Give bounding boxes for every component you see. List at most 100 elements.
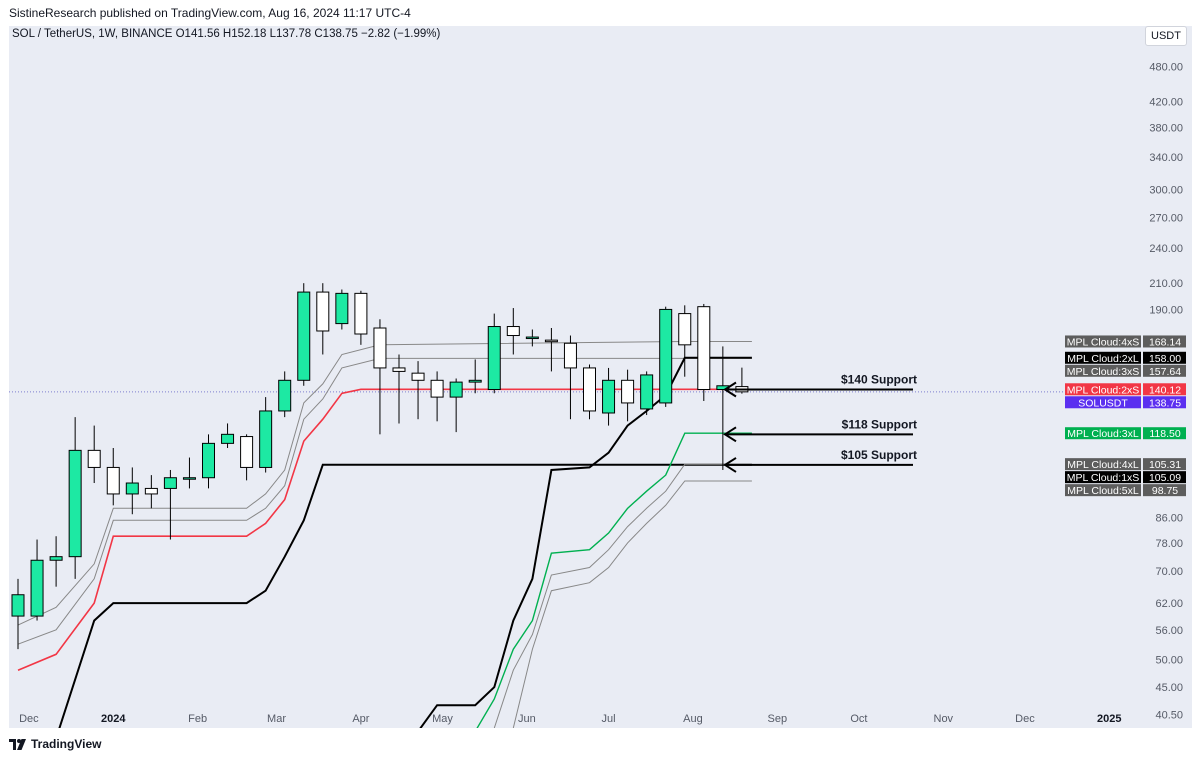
price-tag-label-bg [1065, 471, 1141, 484]
x-tick-label: Dec [19, 713, 39, 725]
candle-up [659, 308, 673, 404]
x-tick-label: 2024 [101, 713, 126, 725]
candle-up [602, 379, 616, 414]
y-tick-label: 480.00 [1149, 61, 1183, 73]
symbol-info: SOL / TetherUS, 1W, BINANCE O141.56 H152… [12, 28, 441, 40]
candle-up [278, 379, 292, 412]
candle-up [487, 326, 501, 390]
price-tag-label: MPL Cloud:2xL [1067, 353, 1139, 365]
price-tag-value: 105.09 [1149, 472, 1181, 484]
x-tick-label: Jul [602, 713, 616, 725]
candle-up [525, 336, 539, 340]
y-tick-label: 210.00 [1149, 278, 1183, 290]
candle-down [87, 449, 101, 468]
chart-canvas[interactable]: 480.00 420.00 380.00 340.00 300.00 270.00 240.… [9, 26, 1192, 728]
candle-up [11, 594, 25, 617]
candle-up [30, 559, 44, 617]
price-tag-value: 168.14 [1149, 336, 1181, 348]
cloud-line-mpl-cloud-1xs [58, 463, 752, 728]
y-tick-label: 340.00 [1149, 152, 1183, 164]
price-tag-value: 158.00 [1149, 353, 1181, 365]
price-tag-value: 118.50 [1149, 428, 1180, 440]
price-tag-label-bg [1065, 364, 1141, 377]
support-arrow-head [723, 381, 737, 398]
candle-down [697, 306, 711, 390]
price-tag-label: MPL Cloud:4xL [1067, 459, 1139, 471]
price-tag-value: 140.12 [1149, 384, 1181, 396]
candle-down [392, 367, 406, 372]
candle-up [259, 410, 273, 468]
price-tag-label: MPL Cloud:3xS [1067, 366, 1140, 378]
candle-down [563, 342, 577, 369]
candle-down [240, 436, 254, 468]
y-tick-label: 270.00 [1149, 212, 1183, 224]
x-tick-label: Jun [518, 713, 536, 725]
y-tick-label: 62.00 [1155, 598, 1183, 610]
candle-down [144, 487, 158, 495]
candle-down [316, 291, 330, 332]
price-tag-value-bg [1143, 335, 1186, 348]
price-tag-value-bg [1143, 484, 1186, 497]
tradingview-logo[interactable]: TradingView [9, 737, 101, 751]
x-tick-label: Apr [352, 713, 369, 725]
price-tag-label-bg [1065, 458, 1141, 471]
price-tag-label: MPL Cloud:2xS [1067, 384, 1140, 396]
candle-down [583, 367, 596, 412]
y-tick-label: 70.00 [1155, 566, 1183, 578]
support-arrow-head [723, 457, 737, 473]
support-label: $140 Support [841, 372, 917, 386]
candle-up [468, 379, 482, 383]
price-tag-label-bg [1065, 484, 1141, 497]
y-tick-label: 86.00 [1155, 512, 1183, 524]
y-tick-label: 78.00 [1155, 538, 1183, 550]
y-tick-label: 50.00 [1155, 654, 1183, 666]
price-tag-label-bg [1065, 427, 1141, 440]
candle-up [182, 477, 196, 480]
x-tick-label: May [432, 713, 453, 725]
candle-up [335, 292, 349, 325]
candle-down [373, 327, 387, 369]
plot-background [9, 26, 1142, 728]
footer-bar [0, 730, 1200, 757]
candle-up [640, 374, 654, 410]
x-tick-label: Oct [850, 713, 867, 725]
price-tag-value: 138.75 [1149, 397, 1181, 409]
price-tag-value-bg [1143, 471, 1186, 484]
candle-up [125, 482, 139, 495]
price-tag-label-bg [1065, 396, 1141, 409]
tradingview-logo-text: TradingView [31, 737, 102, 751]
y-tick-label: 240.00 [1149, 243, 1183, 255]
price-tag-value-bg [1143, 383, 1186, 396]
candle-down [354, 292, 368, 335]
support-label: $118 Support [842, 417, 917, 431]
price-tag-value-bg [1143, 396, 1186, 409]
price-axis-background [1142, 26, 1192, 728]
price-tag-value-bg [1143, 427, 1186, 440]
price-tag-value: 98.75 [1152, 485, 1178, 497]
price-tag-value-bg [1143, 364, 1186, 377]
support-label: $105 Support [841, 448, 917, 462]
candle-up [221, 433, 235, 444]
price-tag-value: 105.31 [1149, 459, 1181, 471]
chart-frame[interactable]: 480.00 420.00 380.00 340.00 300.00 270.00 240.… [9, 26, 1192, 728]
y-tick-label: 40.50 [1155, 710, 1183, 722]
y-tick-label: 420.00 [1149, 96, 1183, 108]
price-tag-label-bg [1065, 351, 1141, 364]
candle-down [678, 313, 692, 346]
candle-up [163, 477, 177, 489]
candle-up [49, 556, 63, 561]
candle-up [449, 381, 463, 398]
candle-down [430, 379, 444, 398]
price-tag-value-bg [1143, 458, 1186, 471]
x-tick-label: Mar [267, 713, 286, 725]
publish-text: SistineResearch published on TradingView… [9, 6, 411, 20]
currency-button[interactable]: USDT [1145, 26, 1187, 46]
x-tick-label: Dec [1015, 713, 1035, 725]
price-tag-label: MPL Cloud:1xS [1067, 472, 1140, 484]
cloud-line-mpl-cloud-3xs [17, 357, 752, 645]
candle-down [544, 339, 558, 343]
y-tick-label: 56.00 [1155, 625, 1183, 637]
y-tick-label: 45.00 [1155, 682, 1183, 694]
price-tag-value: 157.64 [1149, 366, 1181, 378]
candle-up [68, 449, 82, 558]
